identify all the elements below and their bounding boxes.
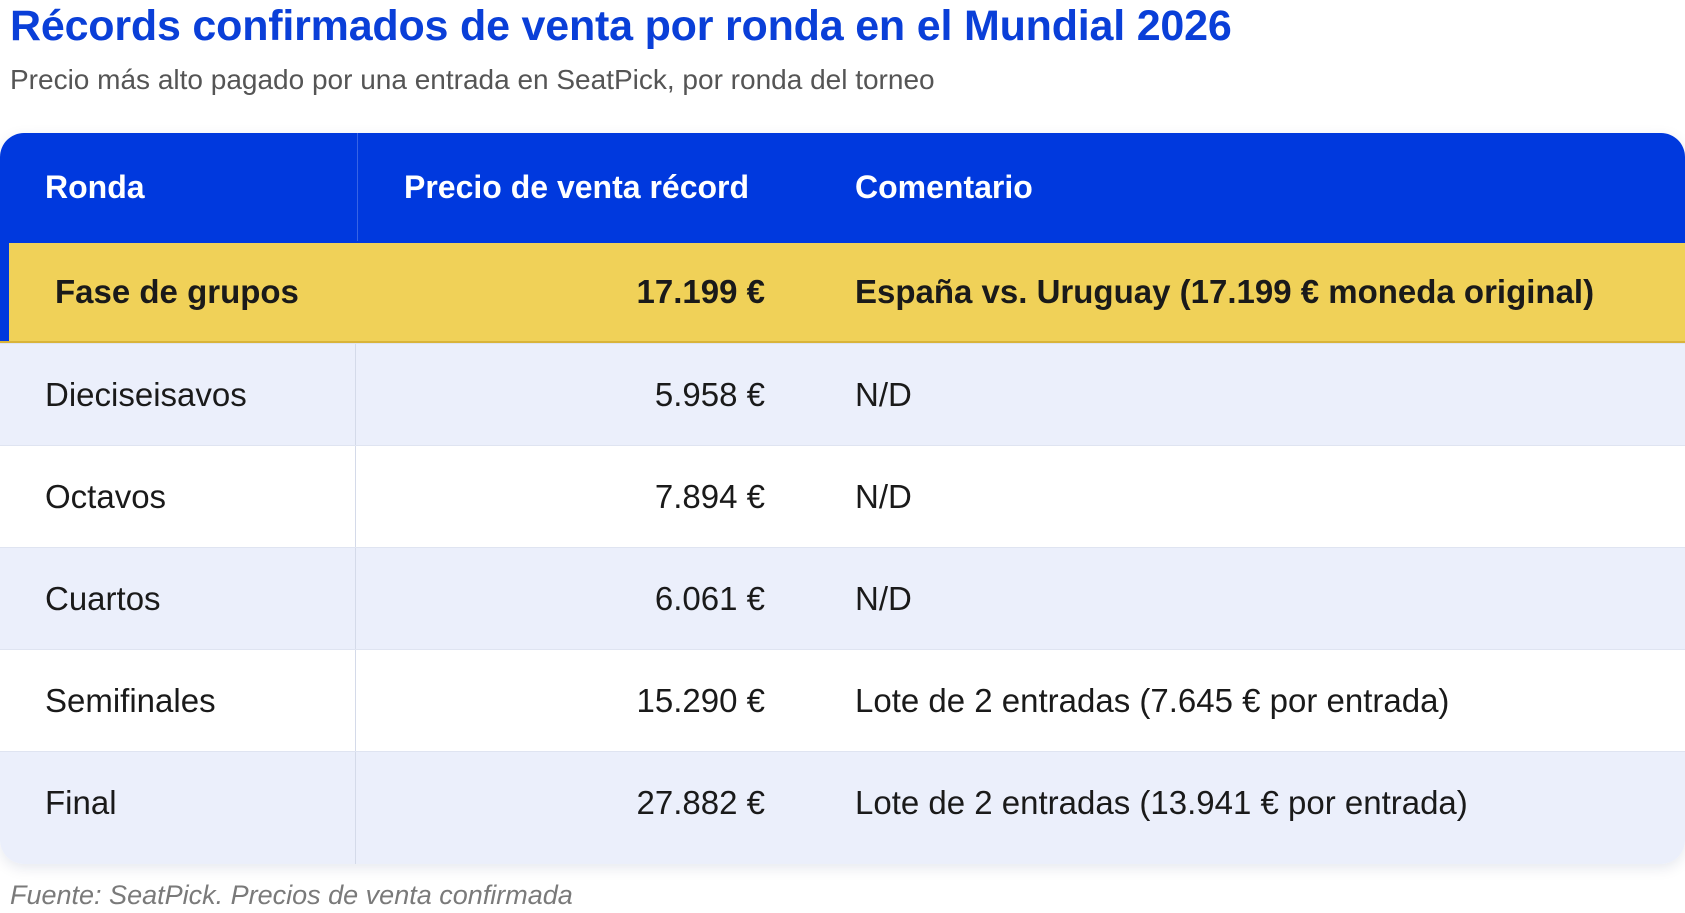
- cell-comment: N/D: [855, 579, 912, 617]
- table-row: Semifinales 15.290 € Lote de 2 entradas …: [0, 649, 1685, 751]
- cell-price: 5.958 €: [654, 375, 765, 413]
- table-row: Final 27.882 € Lote de 2 entradas (13.94…: [0, 751, 1685, 864]
- chart-title: Récords confirmados de venta por ronda e…: [10, 2, 1232, 50]
- header-divider: [357, 133, 358, 241]
- column-divider: [355, 650, 356, 751]
- cell-round: Fase de grupos: [55, 273, 299, 310]
- cell-price: 17.199 €: [636, 273, 765, 310]
- table-row-highlight: Fase de grupos 17.199 € España vs. Urugu…: [0, 241, 1685, 343]
- cell-round: Semifinales: [45, 681, 216, 719]
- cell-price: 6.061 €: [654, 579, 765, 617]
- cell-price: 15.290 €: [636, 681, 765, 719]
- header-precio: Precio de venta récord: [404, 169, 750, 205]
- cell-round: Dieciseisavos: [45, 375, 247, 413]
- records-table: Ronda Precio de venta récord Comentario …: [0, 133, 1685, 864]
- cell-round: Final: [45, 784, 117, 821]
- table-row: Octavos 7.894 € N/D: [0, 445, 1685, 547]
- cell-comment: Lote de 2 entradas (13.941 € por entrada…: [855, 784, 1468, 821]
- table-header: Ronda Precio de venta récord Comentario: [0, 133, 1685, 241]
- table-row: Dieciseisavos 5.958 € N/D: [0, 343, 1685, 445]
- column-divider: [355, 446, 356, 547]
- cell-comment: España vs. Uruguay (17.199 € moneda orig…: [855, 273, 1595, 310]
- highlight-marker: [0, 243, 9, 341]
- chart-subtitle: Precio más alto pagado por una entrada e…: [10, 64, 935, 95]
- header-ronda: Ronda: [45, 169, 145, 205]
- cell-price: 27.882 €: [636, 784, 765, 821]
- table-row: Cuartos 6.061 € N/D: [0, 547, 1685, 649]
- cell-round: Octavos: [45, 477, 167, 515]
- cell-round: Cuartos: [45, 579, 161, 617]
- cell-comment: N/D: [855, 477, 912, 515]
- header-comentario: Comentario: [855, 169, 1033, 205]
- column-divider: [355, 752, 356, 864]
- cell-price: 7.894 €: [654, 477, 765, 515]
- cell-comment: N/D: [855, 375, 912, 413]
- column-divider: [355, 548, 356, 649]
- source-note: Fuente: SeatPick. Precios de venta confi…: [10, 880, 573, 910]
- cell-comment: Lote de 2 entradas (7.645 € por entrada): [855, 681, 1450, 719]
- column-divider: [355, 344, 356, 445]
